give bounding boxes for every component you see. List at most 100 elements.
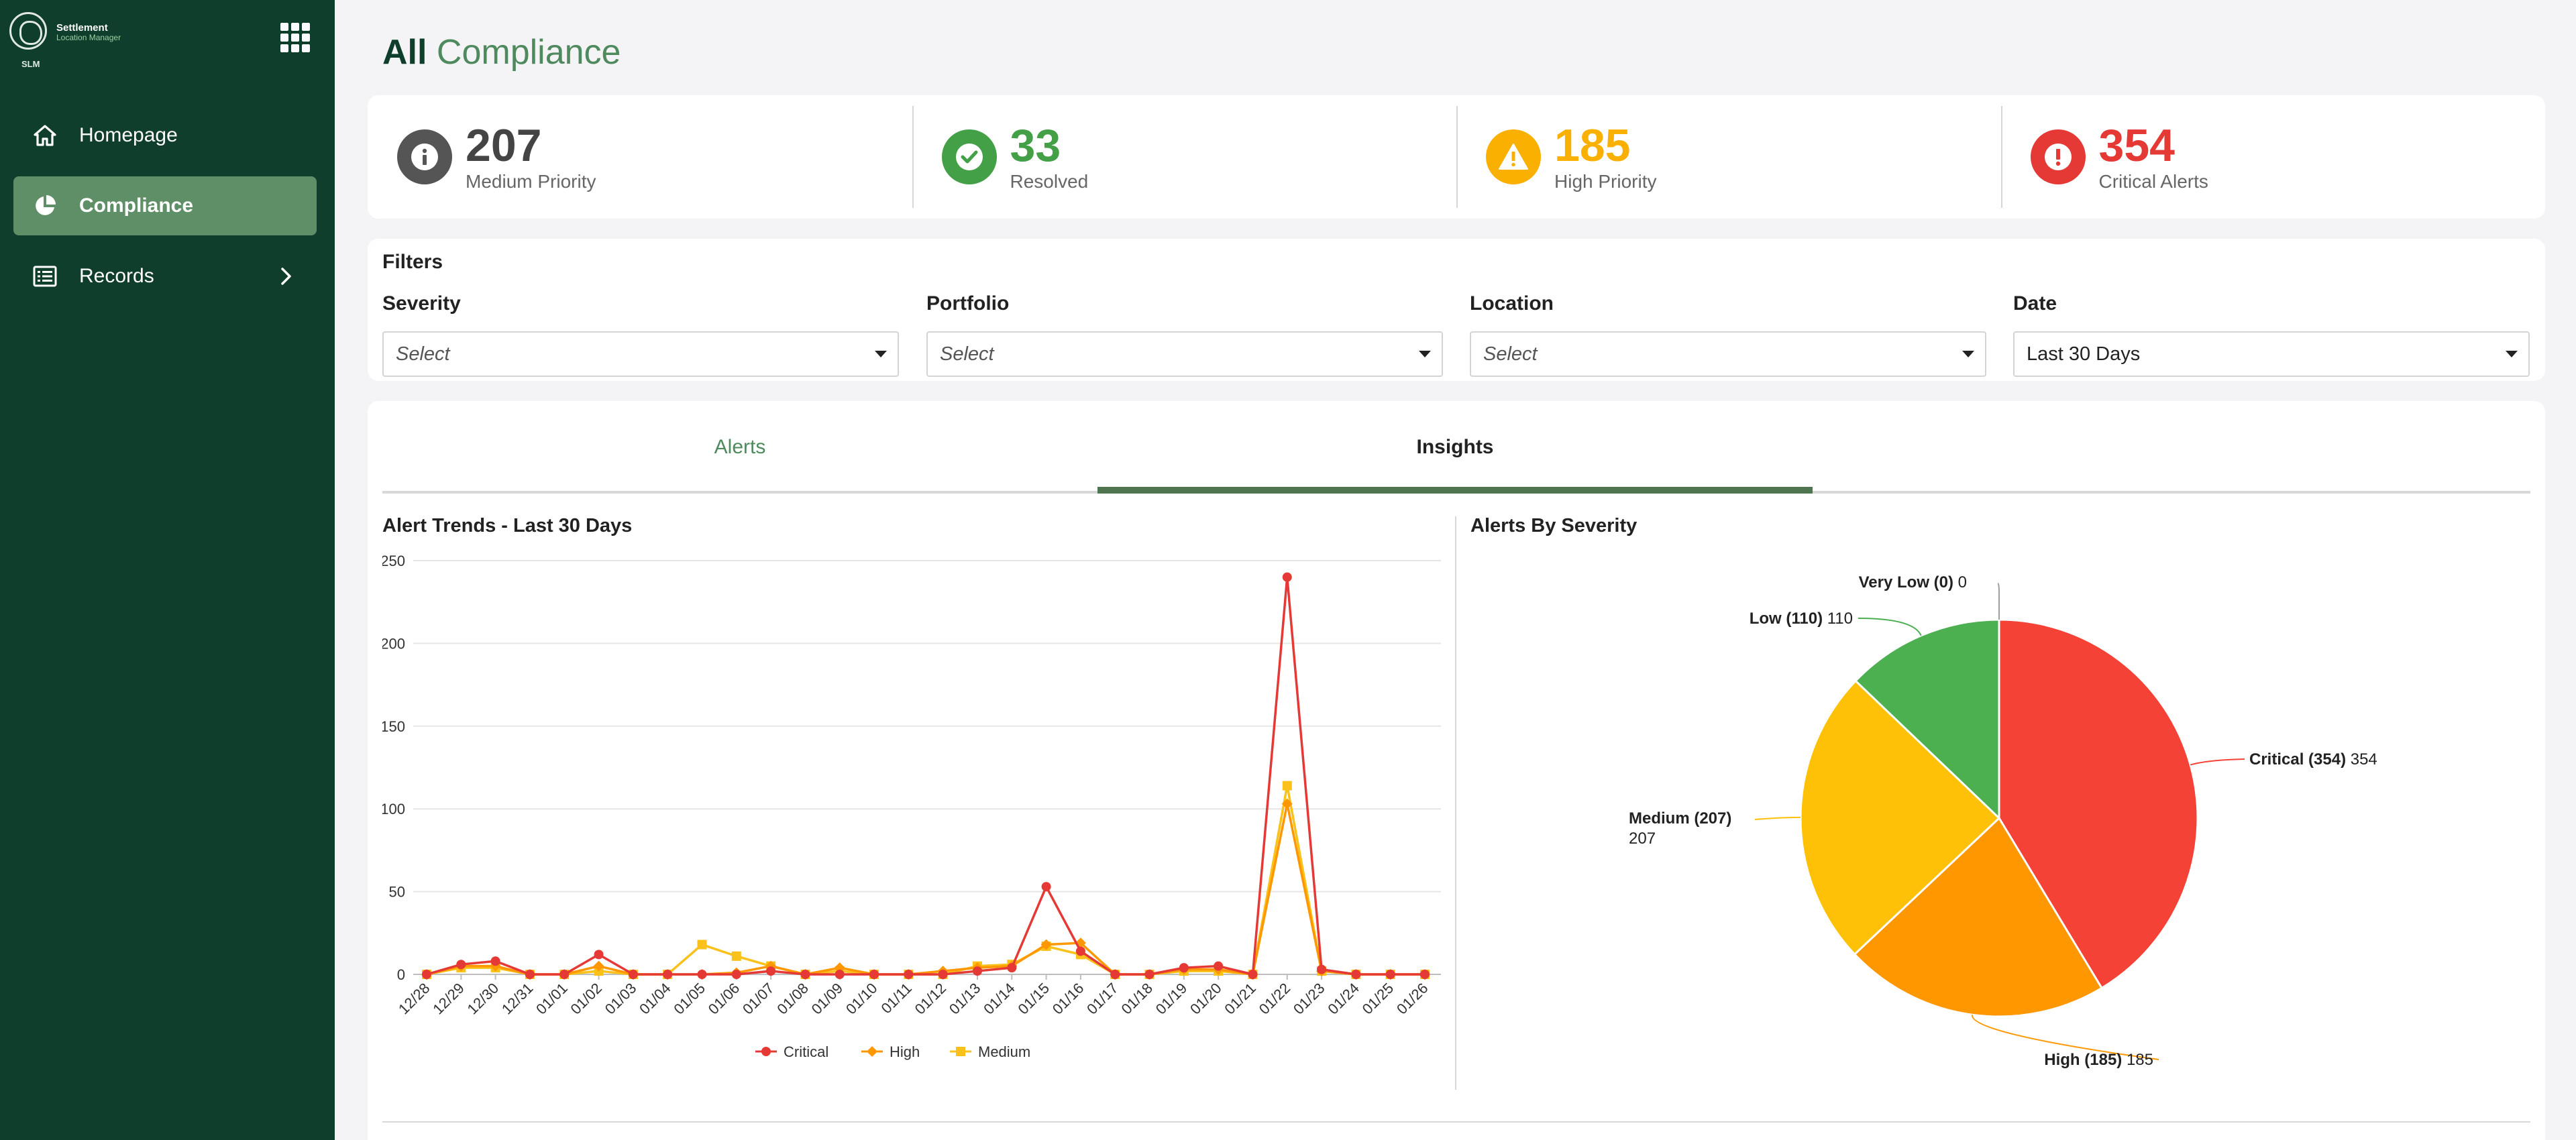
sidebar-item-label: Homepage [79, 124, 178, 146]
data-point [869, 970, 879, 979]
stat-critical-alerts[interactable]: 354 Critical Alerts [2000, 95, 2546, 219]
stat-label: Critical Alerts [2098, 171, 2208, 192]
logo-abbreviation: SLM [21, 59, 40, 69]
filter-label: Severity [382, 292, 461, 315]
stat-resolved[interactable]: 33 Resolved [912, 95, 1457, 219]
x-tick-label: 12/30 [464, 980, 502, 1018]
pie-label-connector [1997, 583, 2000, 620]
stat-high-priority[interactable]: 185 High Priority [1456, 95, 2001, 219]
stat-value: 33 [1010, 120, 1061, 171]
data-point [1179, 963, 1189, 973]
severity-select[interactable]: Select [382, 331, 899, 377]
series-line-medium [426, 784, 1425, 976]
x-tick-label: 01/16 [1049, 980, 1087, 1018]
select-value: Select [1483, 343, 1538, 365]
brain-logo-icon [9, 12, 47, 50]
x-tick-label: 01/13 [946, 980, 984, 1018]
page-title-bold: All [382, 33, 427, 72]
data-point [456, 960, 466, 970]
legend-label: Medium [978, 1043, 1030, 1060]
x-tick-label: 01/05 [670, 980, 708, 1018]
page-title-rest: Compliance [436, 33, 621, 72]
data-point [1420, 970, 1430, 979]
y-tick-label: 50 [389, 884, 405, 901]
tab-alerts[interactable]: Alerts [714, 436, 766, 458]
data-point [593, 960, 604, 972]
alert-icon [2030, 129, 2086, 184]
x-tick-label: 01/03 [602, 980, 640, 1018]
data-point [835, 970, 845, 979]
legend-marker [761, 1047, 771, 1056]
x-tick-label: 01/26 [1393, 980, 1432, 1018]
caret-down-icon [875, 351, 887, 357]
data-point [1075, 946, 1085, 956]
portfolio-select[interactable]: Select [926, 331, 1443, 377]
sidebar-item-homepage[interactable]: Homepage [13, 106, 317, 165]
chevron-right-icon [275, 266, 297, 287]
x-tick-label: 01/22 [1256, 980, 1294, 1018]
caret-down-icon [2506, 351, 2518, 357]
filter-severity: Severity Select [382, 292, 899, 377]
data-point [559, 970, 570, 979]
x-tick-label: 01/18 [1118, 980, 1156, 1018]
data-point [800, 970, 810, 979]
date-select[interactable]: Last 30 Days [2013, 331, 2530, 377]
data-point [1144, 970, 1155, 979]
data-point [1282, 572, 1292, 582]
stat-medium-priority[interactable]: 207 Medium Priority [368, 95, 912, 219]
pie-label-connector [1971, 1015, 2159, 1060]
legend-marker [867, 1046, 877, 1057]
data-point [1040, 939, 1052, 950]
series-line-high [426, 803, 1425, 976]
stat-label: Resolved [1010, 171, 1089, 192]
filter-label: Location [1470, 292, 1554, 315]
data-point [1351, 970, 1361, 979]
select-value: Last 30 Days [2027, 343, 2141, 365]
filter-label: Date [2013, 292, 2057, 315]
stat-value: 207 [466, 120, 542, 171]
x-tick-label: 12/29 [429, 980, 468, 1018]
legend-label: High [890, 1043, 920, 1060]
alerts-by-severity-chart: Critical (354) 354 High (185) 185 Medium (… [1629, 573, 2377, 1069]
data-point [834, 962, 845, 974]
x-tick-label: 01/11 [877, 980, 914, 1017]
legend-marker [956, 1047, 965, 1056]
data-point [594, 950, 604, 960]
stat-value: 354 [2098, 120, 2175, 171]
y-tick-label: 100 [382, 801, 405, 817]
y-tick-label: 200 [382, 635, 405, 652]
line-chart-title: Alert Trends - Last 30 Days [382, 515, 633, 536]
caret-down-icon [1419, 351, 1431, 357]
x-tick-label: 01/14 [980, 980, 1018, 1018]
y-tick-label: 250 [382, 553, 405, 569]
x-tick-label: 12/31 [498, 980, 537, 1018]
x-tick-label: 01/25 [1359, 980, 1397, 1018]
data-point [731, 970, 741, 979]
data-point [938, 970, 948, 979]
alert-trends-chart: 0 50 100 150 200 250 12/2812/2912/3012/3101/01… [382, 553, 1441, 1060]
sidebar-item-records[interactable]: Records [13, 247, 317, 306]
app-logo[interactable]: SLM Settlement Location Manager [9, 12, 121, 69]
caret-down-icon [1962, 351, 1974, 357]
pie-slice-low [1854, 618, 2000, 821]
stat-label: Medium Priority [466, 171, 596, 192]
check-icon [941, 129, 997, 184]
sidebar-item-label: Records [79, 265, 154, 287]
apps-grid-icon[interactable] [280, 23, 310, 52]
sidebar-item-compliance[interactable]: Compliance [13, 176, 317, 235]
stat-label: High Priority [1554, 171, 1657, 192]
data-point [972, 966, 982, 976]
page-title: All Compliance [382, 32, 621, 72]
location-select[interactable]: Select [1470, 331, 1986, 377]
data-point [904, 970, 914, 979]
x-tick-label: 01/15 [1015, 980, 1053, 1018]
section-divider [382, 1121, 2530, 1123]
x-tick-label: 01/07 [739, 980, 777, 1018]
data-point [1007, 963, 1017, 973]
legend-item-medium: Medium [950, 1043, 1030, 1060]
x-tick-label: 01/01 [533, 980, 571, 1018]
x-tick-label: 12/28 [395, 980, 433, 1018]
pie-label-connector [1754, 816, 1801, 820]
tab-insights[interactable]: Insights [1416, 436, 1494, 458]
panel-divider [1455, 516, 1456, 1090]
